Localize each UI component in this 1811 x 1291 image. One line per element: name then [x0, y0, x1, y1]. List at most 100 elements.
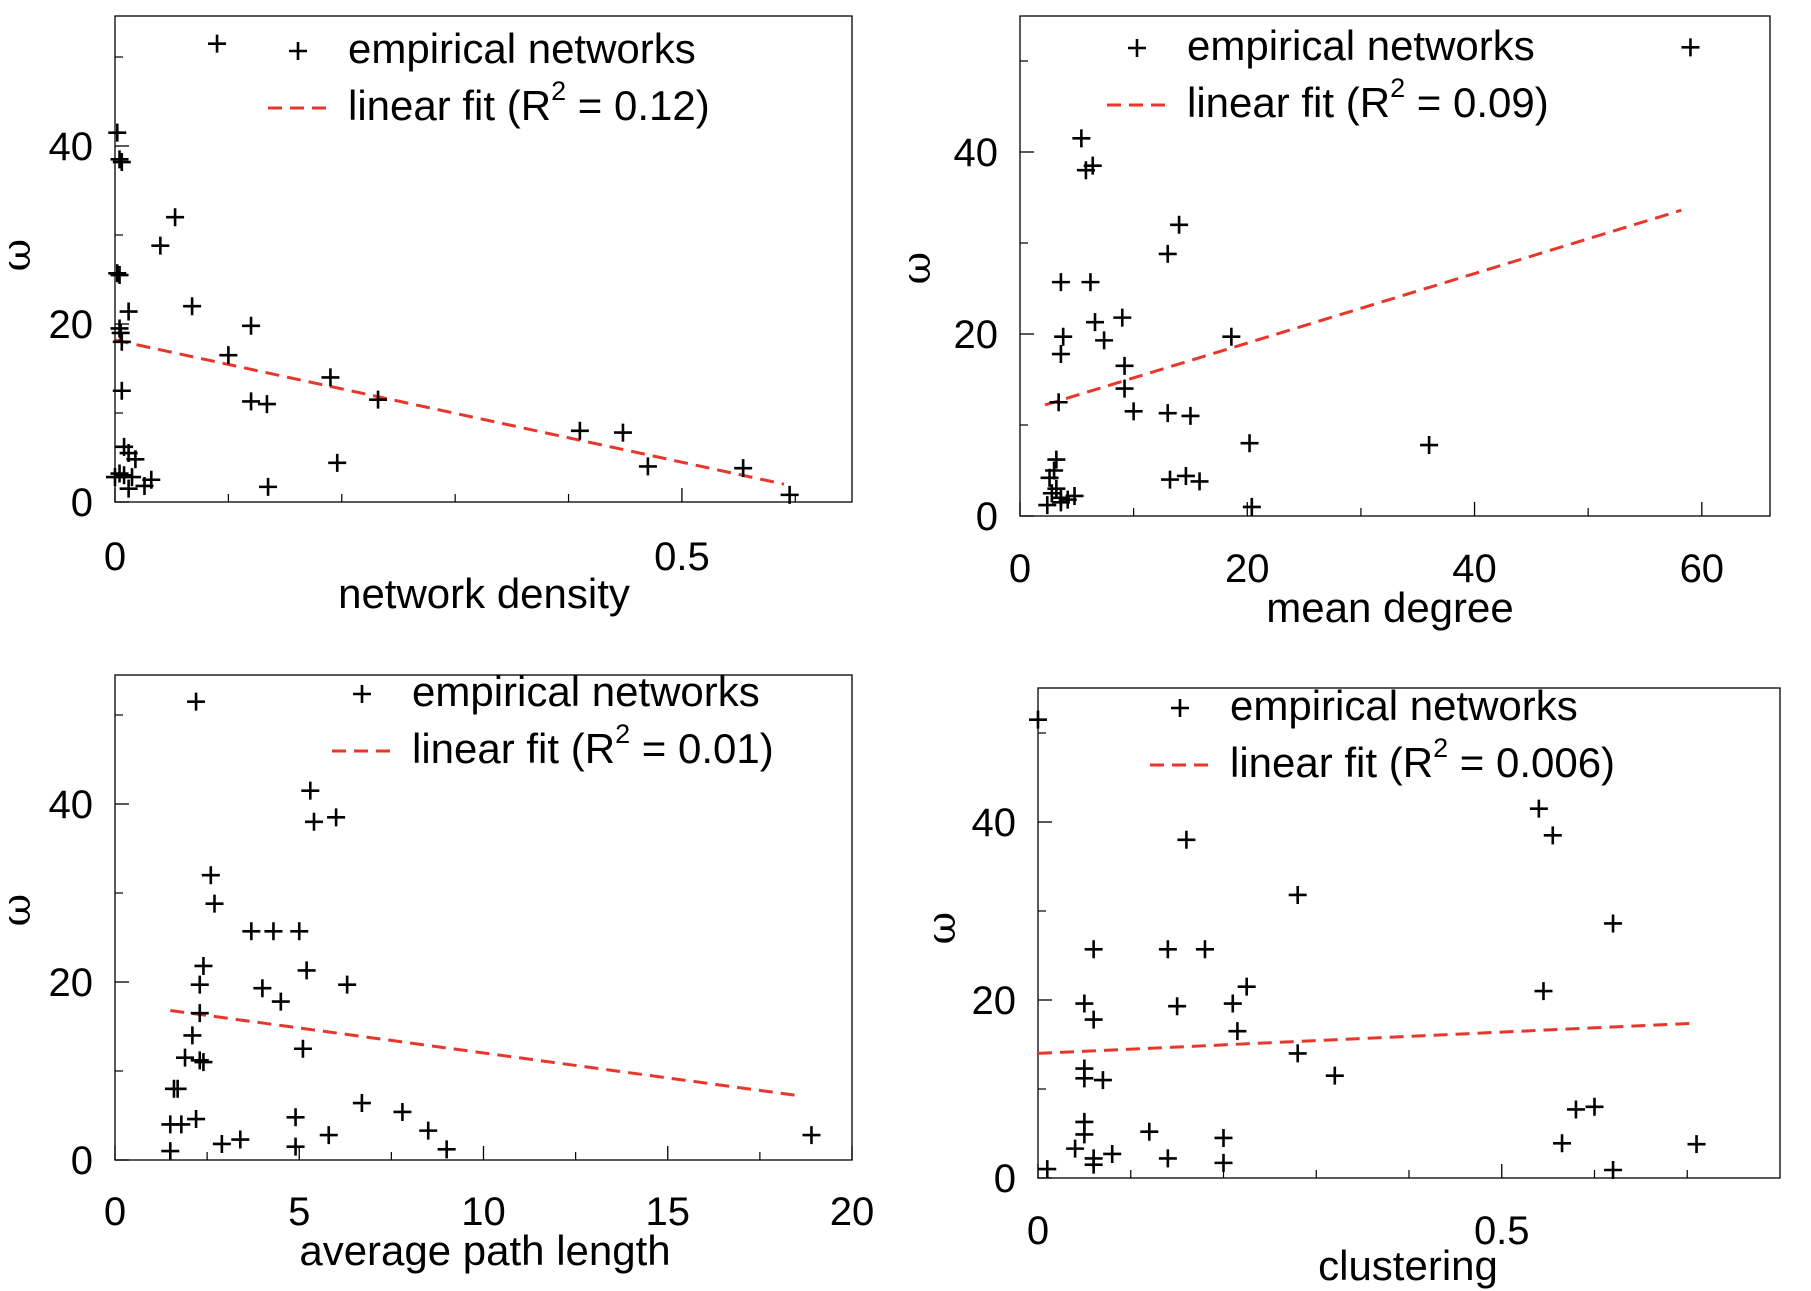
data-point: [1103, 1144, 1122, 1163]
data-point: [1195, 940, 1214, 959]
y-tick-label: 40: [954, 131, 999, 175]
data-point: [1176, 466, 1195, 485]
plot-frame: [114, 15, 853, 503]
linear-fit-line: [170, 1008, 801, 1098]
data-point: [1042, 484, 1061, 503]
data-point: [352, 1094, 371, 1113]
legend-marker-points: [1128, 39, 1146, 57]
data-point: [1047, 450, 1066, 469]
data-point: [208, 34, 227, 53]
x-tick-label: 40: [1452, 547, 1497, 591]
data-point: [1543, 826, 1562, 845]
data-point: [257, 395, 276, 414]
data-point: [338, 975, 357, 994]
data-point: [802, 1126, 821, 1145]
x-tick-label: 15: [646, 1190, 691, 1234]
y-tick-label: 40: [49, 125, 94, 169]
legend-label-fit: linear fit (R2 = 0.006): [1230, 733, 1615, 786]
legend-label-fit: linear fit (R2 = 0.12): [348, 76, 710, 129]
data-point: [1190, 472, 1209, 491]
y-tick-label: 0: [976, 495, 998, 539]
data-point: [112, 153, 131, 172]
data-point: [1140, 1122, 1159, 1141]
x-tick-label: 20: [1225, 547, 1270, 591]
y-axis-label: ω: [919, 912, 965, 945]
data-point: [1158, 1149, 1177, 1168]
data-point: [1529, 799, 1548, 818]
data-point: [1054, 327, 1073, 346]
data-point: [1075, 1125, 1094, 1144]
data-point: [393, 1102, 412, 1121]
data-point: [319, 1126, 338, 1145]
data-point: [1242, 497, 1261, 516]
data-point: [264, 922, 283, 941]
data-point: [328, 453, 347, 472]
x-axis-label: network density: [338, 570, 630, 617]
data-point: [190, 1051, 209, 1070]
data-point: [1585, 1097, 1604, 1116]
data-point: [231, 1130, 250, 1149]
data-point: [1040, 468, 1059, 487]
data-point: [1158, 244, 1177, 263]
x-tick-label: 10: [461, 1190, 506, 1234]
data-point: [106, 468, 124, 487]
y-tick-label: 40: [49, 783, 94, 827]
data-point: [1124, 402, 1143, 421]
data-point: [219, 346, 238, 365]
data-point: [1168, 997, 1187, 1016]
x-tick-label: 0: [104, 1190, 126, 1234]
data-point: [187, 692, 206, 711]
data-point: [108, 264, 127, 283]
data-point: [194, 956, 213, 975]
data-point: [1288, 885, 1307, 904]
data-point: [1038, 1160, 1057, 1179]
data-point: [110, 464, 129, 483]
data-point: [1084, 940, 1103, 959]
data-point: [110, 266, 129, 285]
data-point: [161, 1142, 180, 1161]
data-point: [613, 423, 632, 442]
data-point: [242, 392, 261, 411]
data-point: [437, 1140, 456, 1159]
data-point: [369, 390, 388, 409]
x-tick-label: 0.5: [654, 535, 710, 579]
x-axis-label: clustering: [1318, 1242, 1498, 1289]
data-point: [1687, 1135, 1706, 1154]
data-point: [1325, 1066, 1344, 1085]
data-point: [1240, 434, 1259, 453]
legend-label-fit: linear fit (R2 = 0.09): [1187, 73, 1549, 126]
linear-fit-line: [114, 338, 785, 486]
legend-label-fit: linear fit (R2 = 0.01): [412, 719, 774, 772]
data-point: [1158, 940, 1177, 959]
data-point: [1420, 436, 1439, 455]
legend-label-points: empirical networks: [1187, 22, 1535, 69]
x-axis-label: average path length: [299, 1227, 670, 1274]
data-point: [1237, 977, 1256, 996]
data-point: [1084, 1155, 1103, 1174]
x-tick-label: 60: [1680, 547, 1725, 591]
y-tick-label: 40: [972, 801, 1017, 845]
data-point: [1177, 830, 1196, 849]
data-point: [112, 332, 131, 351]
legend-label-points: empirical networks: [1230, 682, 1578, 729]
data-point: [205, 894, 224, 913]
data-point: [1115, 379, 1134, 398]
data-point: [112, 381, 131, 400]
data-point: [1047, 479, 1066, 498]
data-point: [638, 457, 657, 476]
data-point: [1038, 496, 1057, 515]
x-tick-label: 5: [288, 1190, 310, 1234]
data-point: [110, 150, 129, 169]
y-tick-label: 20: [49, 961, 94, 1005]
y-tick-label: 0: [71, 481, 93, 525]
data-point: [242, 316, 261, 335]
plot-frame: [1019, 15, 1771, 517]
x-tick-label: 0: [1027, 1209, 1049, 1253]
data-point: [253, 979, 272, 998]
legend-label-points: empirical networks: [348, 25, 696, 72]
data-point: [271, 992, 290, 1011]
panel-4: 0 0.5 0 20 40 clustering ω empirical networksli…: [919, 682, 1781, 1289]
x-tick-label: 0.5: [1474, 1209, 1530, 1253]
